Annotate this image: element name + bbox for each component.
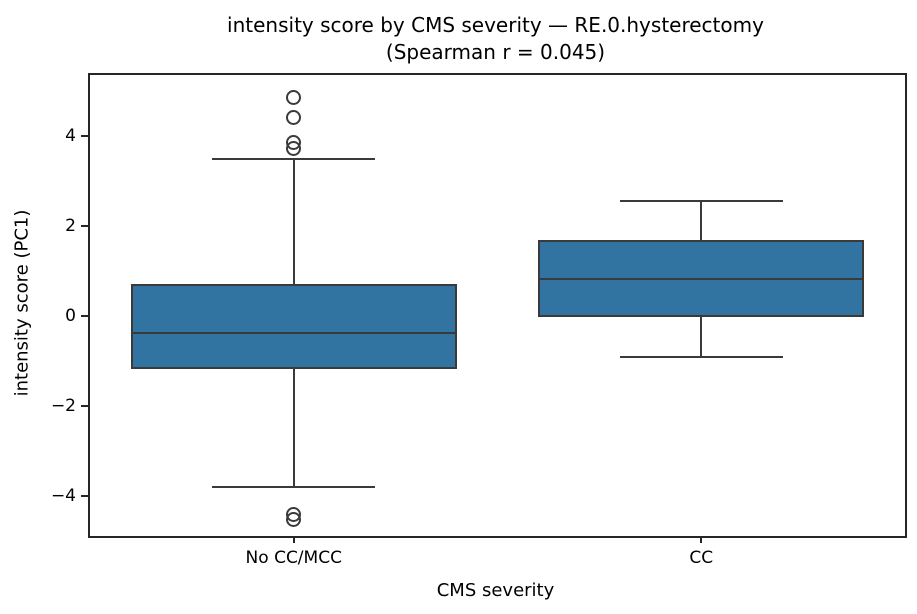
y-tick-mark [81, 135, 88, 138]
lower-whisker-line [292, 369, 295, 487]
x-tick-label: CC [689, 548, 714, 568]
y-axis-label: intensity score (PC1) [11, 209, 33, 397]
lower-whisker-line [700, 317, 703, 357]
chart-title: intensity score by CMS severity — RE.0.h… [88, 12, 903, 66]
lower-whisker-cap [619, 355, 783, 358]
plot-area: 4 2 0 −2 −4 No CC/MCC CC [51, 73, 907, 568]
y-tick-mark [81, 405, 88, 408]
y-tick-label: −2 [50, 396, 76, 417]
y-tick-label: 4 [65, 126, 76, 147]
y-tick-label: −4 [50, 485, 76, 506]
upper-whisker-cap [212, 157, 376, 160]
y-tick-label: 2 [65, 216, 76, 237]
y-tick-mark [81, 315, 88, 318]
upper-whisker-line [700, 200, 703, 241]
y-tick-mark [81, 494, 88, 497]
x-tick-mark [292, 536, 295, 543]
median-line [538, 278, 865, 281]
chart-title-line1: intensity score by CMS severity — RE.0.h… [227, 13, 764, 37]
upper-whisker-line [292, 158, 295, 284]
upper-whisker-cap [619, 199, 783, 202]
x-axis-label: CMS severity [436, 580, 555, 601]
chart-title-line2: (Spearman r = 0.045) [385, 40, 606, 64]
y-tick-mark [81, 225, 88, 228]
x-tick-mark [700, 536, 703, 543]
median-line [130, 332, 457, 335]
outlier-point [286, 141, 302, 157]
box [130, 283, 457, 370]
outlier-point [286, 109, 302, 125]
outlier-point [286, 511, 302, 527]
x-tick-label: No CC/MCC [245, 548, 342, 568]
lower-whisker-cap [212, 485, 376, 488]
outlier-point [286, 90, 302, 106]
y-tick-label: 0 [65, 306, 76, 327]
